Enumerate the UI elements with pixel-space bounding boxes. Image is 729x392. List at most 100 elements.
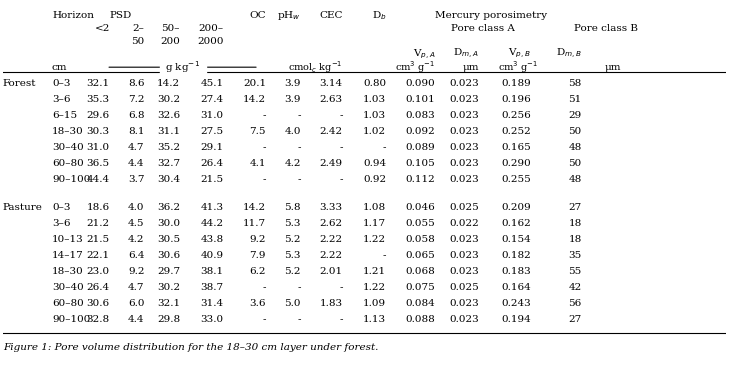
Text: 90–100: 90–100: [52, 316, 90, 325]
Text: 0.164: 0.164: [501, 283, 531, 292]
Text: 40.9: 40.9: [200, 251, 223, 260]
Text: 3.6: 3.6: [249, 299, 266, 309]
Text: 0.025: 0.025: [449, 203, 479, 212]
Text: 30.2: 30.2: [157, 95, 180, 104]
Text: 3.33: 3.33: [320, 203, 343, 212]
Text: cm$^3$ g$^{-1}$: cm$^3$ g$^{-1}$: [395, 59, 435, 75]
Text: 0.162: 0.162: [501, 219, 531, 228]
Text: 1.22: 1.22: [363, 235, 386, 244]
Text: 0.055: 0.055: [405, 219, 435, 228]
Text: 0.112: 0.112: [405, 175, 435, 184]
Text: 0.092: 0.092: [405, 127, 435, 136]
Text: 7.9: 7.9: [249, 251, 266, 260]
Text: 27: 27: [569, 203, 582, 212]
Text: 48: 48: [569, 175, 582, 184]
Text: -: -: [262, 143, 266, 152]
Text: 36.5: 36.5: [87, 159, 110, 168]
Text: 4.4: 4.4: [128, 159, 144, 168]
Text: 5.8: 5.8: [284, 203, 301, 212]
Text: -: -: [339, 283, 343, 292]
Text: 0.090: 0.090: [405, 79, 435, 88]
Text: 0.068: 0.068: [405, 267, 435, 276]
Text: 56: 56: [569, 299, 582, 309]
Text: g kg$^{-1}$: g kg$^{-1}$: [165, 59, 200, 75]
Text: 2.49: 2.49: [320, 159, 343, 168]
Text: 0.088: 0.088: [405, 316, 435, 325]
Text: Pore class A: Pore class A: [451, 24, 515, 33]
Text: 6.4: 6.4: [128, 251, 144, 260]
Text: -: -: [383, 143, 386, 152]
Text: 2.01: 2.01: [320, 267, 343, 276]
Text: 0.058: 0.058: [405, 235, 435, 244]
Text: 44.4: 44.4: [87, 175, 110, 184]
Text: 1.13: 1.13: [363, 316, 386, 325]
Text: 27: 27: [569, 316, 582, 325]
Text: 31.4: 31.4: [200, 299, 223, 309]
Text: 9.2: 9.2: [128, 267, 144, 276]
Text: 21.2: 21.2: [87, 219, 110, 228]
Text: 50: 50: [569, 127, 582, 136]
Text: 33.0: 33.0: [200, 316, 223, 325]
Text: -: -: [262, 111, 266, 120]
Text: 0.105: 0.105: [405, 159, 435, 168]
Text: 0.182: 0.182: [501, 251, 531, 260]
Text: 2.22: 2.22: [320, 251, 343, 260]
Text: 0.194: 0.194: [501, 316, 531, 325]
Text: Pore class B: Pore class B: [574, 24, 638, 33]
Text: 0.023: 0.023: [449, 143, 479, 152]
Text: 1.03: 1.03: [363, 111, 386, 120]
Text: 4.0: 4.0: [284, 127, 301, 136]
Text: 32.6: 32.6: [157, 111, 180, 120]
Text: 22.1: 22.1: [87, 251, 110, 260]
Text: 0.046: 0.046: [405, 203, 435, 212]
Text: 1.08: 1.08: [363, 203, 386, 212]
Text: 9.2: 9.2: [249, 235, 266, 244]
Text: 3–6: 3–6: [52, 95, 71, 104]
Text: 1.21: 1.21: [363, 267, 386, 276]
Text: 0.290: 0.290: [501, 159, 531, 168]
Text: 18: 18: [569, 235, 582, 244]
Text: 0.022: 0.022: [449, 219, 479, 228]
Text: Pasture: Pasture: [3, 203, 43, 212]
Text: 14.2: 14.2: [157, 79, 180, 88]
Text: -: -: [297, 316, 301, 325]
Text: 3.9: 3.9: [284, 95, 301, 104]
Text: 23.0: 23.0: [87, 267, 110, 276]
Text: 18: 18: [569, 219, 582, 228]
Text: 7.5: 7.5: [249, 127, 266, 136]
Text: 200: 200: [160, 37, 180, 46]
Text: 14.2: 14.2: [243, 203, 266, 212]
Text: -: -: [297, 175, 301, 184]
Text: 3.9: 3.9: [284, 79, 301, 88]
Text: 20.1: 20.1: [243, 79, 266, 88]
Text: -: -: [297, 143, 301, 152]
Text: 29.1: 29.1: [200, 143, 223, 152]
Text: 0.023: 0.023: [449, 267, 479, 276]
Text: 10–13: 10–13: [52, 235, 84, 244]
Text: 0.256: 0.256: [501, 111, 531, 120]
Text: 0.189: 0.189: [501, 79, 531, 88]
Text: 0.023: 0.023: [449, 95, 479, 104]
Text: 7.2: 7.2: [128, 95, 144, 104]
Text: 0.023: 0.023: [449, 79, 479, 88]
Text: 2.42: 2.42: [320, 127, 343, 136]
Text: 41.3: 41.3: [200, 203, 223, 212]
Text: 32.7: 32.7: [157, 159, 180, 168]
Text: 30.0: 30.0: [157, 219, 180, 228]
Text: 0.084: 0.084: [405, 299, 435, 309]
Text: 14–17: 14–17: [52, 251, 84, 260]
Text: 8.1: 8.1: [128, 127, 144, 136]
Text: 6.8: 6.8: [128, 111, 144, 120]
Text: 5.2: 5.2: [284, 267, 301, 276]
Text: PSD: PSD: [110, 11, 132, 20]
Text: 2.22: 2.22: [320, 235, 343, 244]
Text: -: -: [339, 316, 343, 325]
Text: 0.255: 0.255: [501, 175, 531, 184]
Text: 4.0: 4.0: [128, 203, 144, 212]
Text: 4.2: 4.2: [284, 159, 301, 168]
Text: 1.83: 1.83: [320, 299, 343, 309]
Text: 30–40: 30–40: [52, 283, 84, 292]
Text: 8.6: 8.6: [128, 79, 144, 88]
Text: 1.22: 1.22: [363, 283, 386, 292]
Text: 6–15: 6–15: [52, 111, 77, 120]
